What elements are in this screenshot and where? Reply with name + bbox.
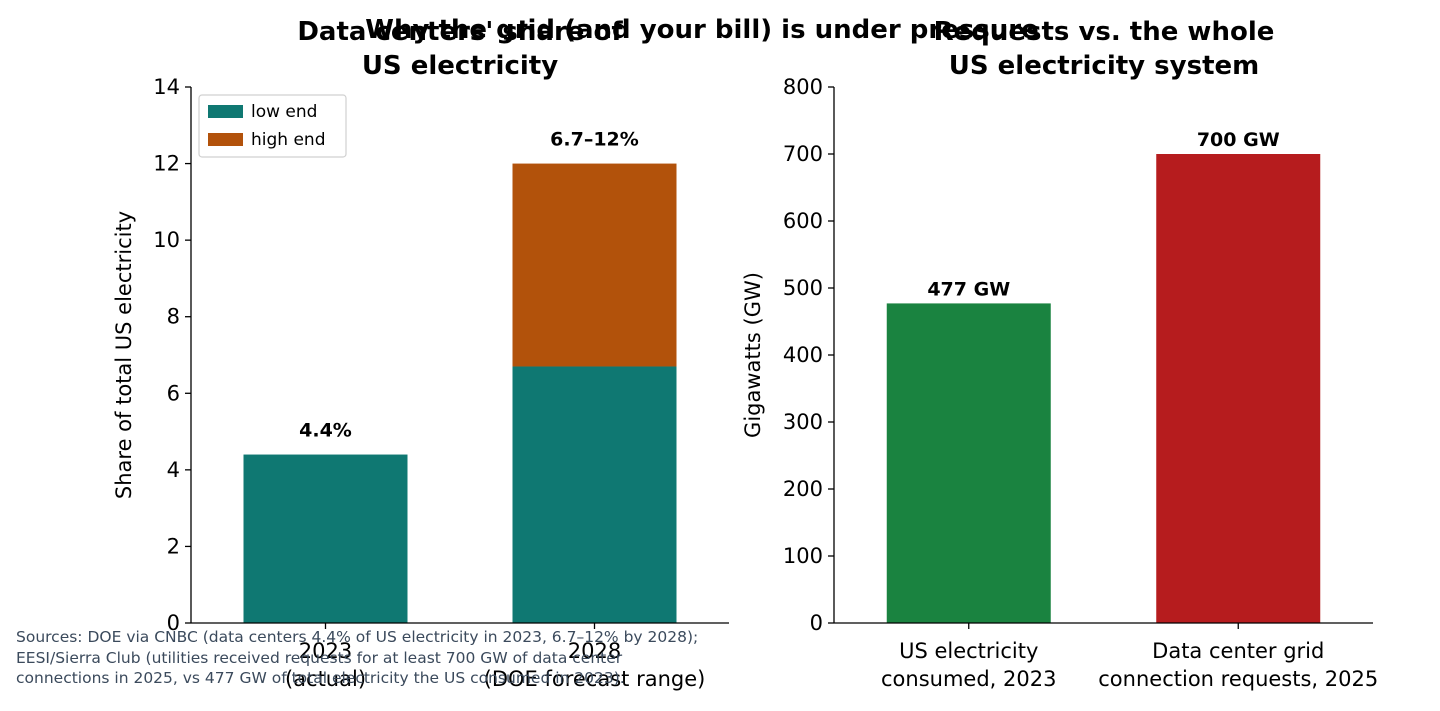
y-tick-label: 600 bbox=[783, 209, 823, 233]
x-tick-label: 2028 (DOE forecast range) bbox=[484, 639, 706, 691]
bar-value-label: 477 GW bbox=[927, 278, 1010, 300]
right-chart-gigawatts: Requests vs. the whole US electricity sys… bbox=[741, 17, 1378, 691]
x-tick-label-line: 2023 bbox=[299, 639, 352, 663]
bar bbox=[1156, 154, 1321, 623]
y-tick-label: 0 bbox=[810, 611, 823, 635]
bar-value-label: 6.7–12% bbox=[550, 129, 639, 151]
legend-swatch bbox=[208, 105, 243, 118]
y-tick-label: 0 bbox=[167, 611, 180, 635]
y-axis-label: Gigawatts (GW) bbox=[741, 272, 765, 438]
legend-label: high end bbox=[251, 130, 326, 150]
y-tick-label: 300 bbox=[783, 410, 823, 434]
y-tick-label: 6 bbox=[167, 381, 180, 405]
y-tick-label: 100 bbox=[783, 544, 823, 568]
bar bbox=[886, 303, 1051, 623]
x-tick-label-line: (DOE forecast range) bbox=[484, 667, 706, 691]
y-tick-label: 8 bbox=[167, 305, 180, 329]
bar-high-end bbox=[512, 163, 677, 367]
legend-swatch bbox=[208, 133, 243, 146]
x-tick-label: 2023 (actual) bbox=[285, 639, 366, 691]
chart-title-line: Data centers' share of bbox=[297, 17, 623, 47]
y-tick-label: 12 bbox=[153, 152, 180, 176]
x-tick-label: Data center grid connection requests, 202… bbox=[1098, 639, 1378, 691]
y-tick-label: 2 bbox=[167, 534, 180, 558]
x-tick-label-line: (actual) bbox=[285, 667, 366, 691]
chart-title: Data centers' share of US electricity bbox=[297, 17, 623, 81]
bar-value-label: 700 GW bbox=[1197, 129, 1280, 151]
sources-line: connections in 2025, vs 477 GW of total … bbox=[16, 669, 625, 687]
x-tick-label-line: US electricity bbox=[899, 639, 1038, 663]
y-tick-label: 500 bbox=[783, 276, 823, 300]
y-tick-label: 200 bbox=[783, 477, 823, 501]
bar-value-label: 4.4% bbox=[299, 420, 352, 442]
chart-title: Requests vs. the whole US electricity sys… bbox=[934, 17, 1275, 81]
bar-low-end bbox=[512, 366, 677, 623]
y-tick-label: 4 bbox=[167, 458, 180, 482]
chart-title-line: US electricity bbox=[362, 51, 558, 81]
x-tick-label: US electricity consumed, 2023 bbox=[881, 639, 1056, 691]
sources-note: Sources: DOE via CNBC (data centers 4.4%… bbox=[16, 627, 916, 689]
x-tick-label-line: consumed, 2023 bbox=[881, 667, 1056, 691]
sources-line: Sources: DOE via CNBC (data centers 4.4%… bbox=[16, 628, 699, 646]
y-tick-label: 10 bbox=[153, 228, 180, 252]
figure-suptitle: Why the grid (and your bill) is under pr… bbox=[365, 15, 1038, 45]
x-tick-label-line: 2028 bbox=[568, 639, 621, 663]
y-tick-label: 400 bbox=[783, 343, 823, 367]
bar-low-end bbox=[243, 454, 408, 623]
x-tick-label-line: Data center grid bbox=[1152, 639, 1324, 663]
chart-title-line: Requests vs. the whole bbox=[934, 17, 1275, 47]
y-tick-label: 800 bbox=[783, 75, 823, 99]
y-tick-label: 700 bbox=[783, 142, 823, 166]
chart-title-line: US electricity system bbox=[949, 51, 1259, 81]
y-axis-label: Share of total US electricity bbox=[112, 211, 136, 499]
left-chart-share-of-electricity: Data centers' share of US electricity 4.4%… bbox=[112, 17, 729, 691]
x-tick-label-line: connection requests, 2025 bbox=[1098, 667, 1378, 691]
legend-label: low end bbox=[251, 102, 317, 122]
y-tick-label: 14 bbox=[153, 75, 180, 99]
sources-line: EESI/Sierra Club (utilities received req… bbox=[16, 648, 623, 667]
